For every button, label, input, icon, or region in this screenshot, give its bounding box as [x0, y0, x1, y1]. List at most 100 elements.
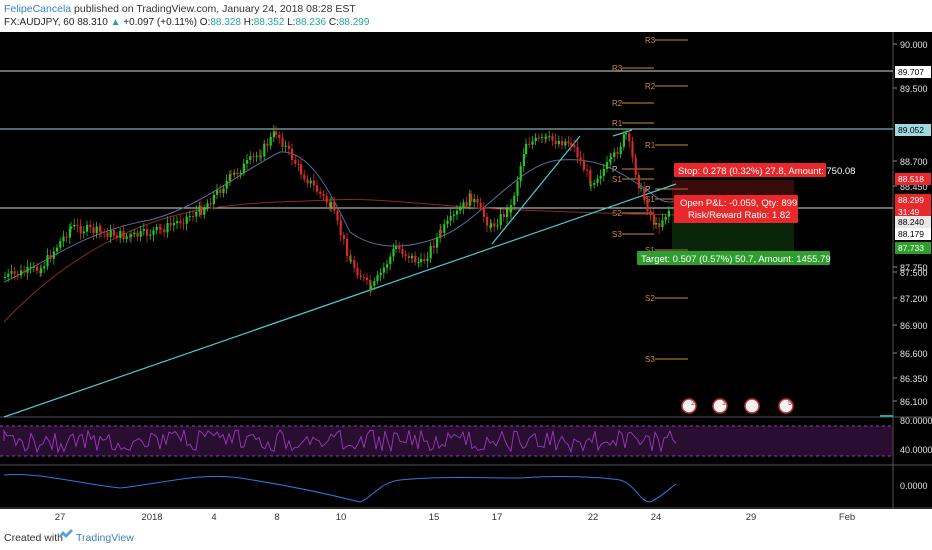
candle-body: [643, 187, 646, 201]
candle-body: [567, 141, 570, 144]
candle-body: [336, 210, 339, 221]
price-label-text: 89.707: [898, 67, 924, 77]
candle-body: [482, 207, 485, 217]
time-tick-label: Feb: [839, 512, 855, 522]
pivot-label: R3: [645, 36, 656, 45]
candle-body: [510, 205, 513, 213]
time-tick-label: 8: [274, 512, 279, 522]
candle-body: [163, 229, 166, 233]
candle-body: [103, 231, 106, 233]
candle-body: [149, 234, 152, 236]
candle-body: [551, 136, 554, 141]
candle-body: [98, 226, 101, 232]
candle-body: [172, 223, 175, 226]
candle-body: [628, 132, 631, 142]
candle-body: [664, 216, 667, 221]
price-label-text: 88.179: [898, 229, 924, 239]
target-box[interactable]: [637, 251, 830, 265]
price-tick-label: 90.000: [900, 40, 928, 50]
candle-body: [116, 235, 119, 238]
candle-body: [602, 168, 605, 176]
trendline-long[interactable]: [3, 183, 677, 418]
candle-body: [287, 145, 290, 149]
candle-body: [249, 156, 252, 160]
candle-body: [667, 210, 670, 217]
event-icon[interactable]: [712, 398, 728, 414]
candle-body: [382, 267, 385, 273]
event-icon[interactable]: [778, 398, 794, 414]
candle-body: [4, 276, 7, 278]
candle-body: [246, 159, 249, 164]
pivot-label: P: [645, 185, 650, 194]
chart-area[interactable]: R3 R3 R2 R2 R1 R1 P P S1 S1 S2 S2 S3 S3 S1 Stop: 0.278…: [0, 32, 932, 523]
candle-body: [203, 208, 206, 215]
candle-body: [20, 270, 23, 276]
candle-body: [158, 226, 161, 229]
candle-body: [417, 262, 420, 264]
author-link[interactable]: FelipeCancela: [4, 3, 72, 15]
candle-body: [366, 277, 369, 280]
event-icon[interactable]: [681, 398, 697, 414]
candle-body: [119, 231, 122, 238]
candle-body: [519, 166, 522, 182]
pnl-box[interactable]: [674, 195, 798, 223]
candle-body: [128, 236, 131, 238]
candle-body: [619, 146, 622, 155]
low-value: 88.236: [295, 17, 327, 28]
candle-body: [452, 214, 455, 216]
footer: Created with TradingView: [0, 522, 932, 550]
candle-body: [236, 172, 239, 175]
candle-body: [404, 254, 407, 256]
candle-body: [70, 226, 73, 229]
target-text: Target: 0.507 (0.57%) 50.7, Amount: 1455…: [641, 254, 831, 265]
candle-body: [198, 206, 201, 212]
pivot-label: S1: [645, 246, 655, 255]
candle-body: [263, 143, 266, 157]
candle-body: [599, 175, 602, 179]
candle-body: [333, 202, 336, 211]
candle-body: [176, 221, 179, 224]
candle-body: [182, 223, 185, 225]
price-tick-label: 87.750: [900, 263, 928, 273]
candle-body: [169, 223, 172, 226]
event-icon[interactable]: [744, 398, 760, 414]
candle-body: [506, 208, 509, 218]
candle-body: [646, 200, 649, 212]
candle-body: [228, 174, 231, 182]
candle-body: [146, 229, 149, 236]
tradingview-logo-icon: [58, 528, 74, 543]
price-label-box: [895, 228, 931, 240]
candle-body: [10, 271, 13, 274]
publish-line: FelipeCancela published on TradingView.c…: [4, 3, 356, 15]
time-tick-label: 10: [336, 512, 347, 522]
candle-body: [459, 208, 462, 211]
candle-body: [125, 236, 128, 240]
candle-body: [479, 202, 482, 208]
candle-body: [613, 152, 616, 158]
candle-body: [610, 157, 613, 160]
candle-body: [68, 228, 71, 238]
candle-body: [545, 136, 548, 139]
candle-body: [528, 143, 531, 145]
candle-body: [557, 141, 560, 145]
symbol-label[interactable]: FX:AUDJPY, 60: [4, 17, 75, 28]
candle-body: [537, 137, 540, 139]
candle-body: [306, 179, 309, 184]
tradingview-brand[interactable]: TradingView: [76, 532, 134, 544]
price-label-text: 88.240: [898, 217, 924, 227]
price-tick-label: 86.600: [900, 349, 928, 359]
stop-box[interactable]: [674, 163, 826, 177]
close-label: C:: [328, 17, 339, 28]
candle-body: [281, 137, 284, 147]
price-label-text: 89.052: [898, 125, 924, 135]
price-change: +0.097 (+0.11%): [123, 17, 198, 28]
candle-body: [473, 199, 476, 202]
time-tick-label: 24: [651, 512, 662, 522]
candle-body: [462, 202, 465, 209]
trendline-short[interactable]: [491, 135, 581, 245]
pivot-label: R1: [645, 141, 656, 150]
candle-body: [589, 169, 592, 186]
price-tick-label: 86.900: [900, 321, 928, 331]
candle-body: [376, 275, 379, 281]
